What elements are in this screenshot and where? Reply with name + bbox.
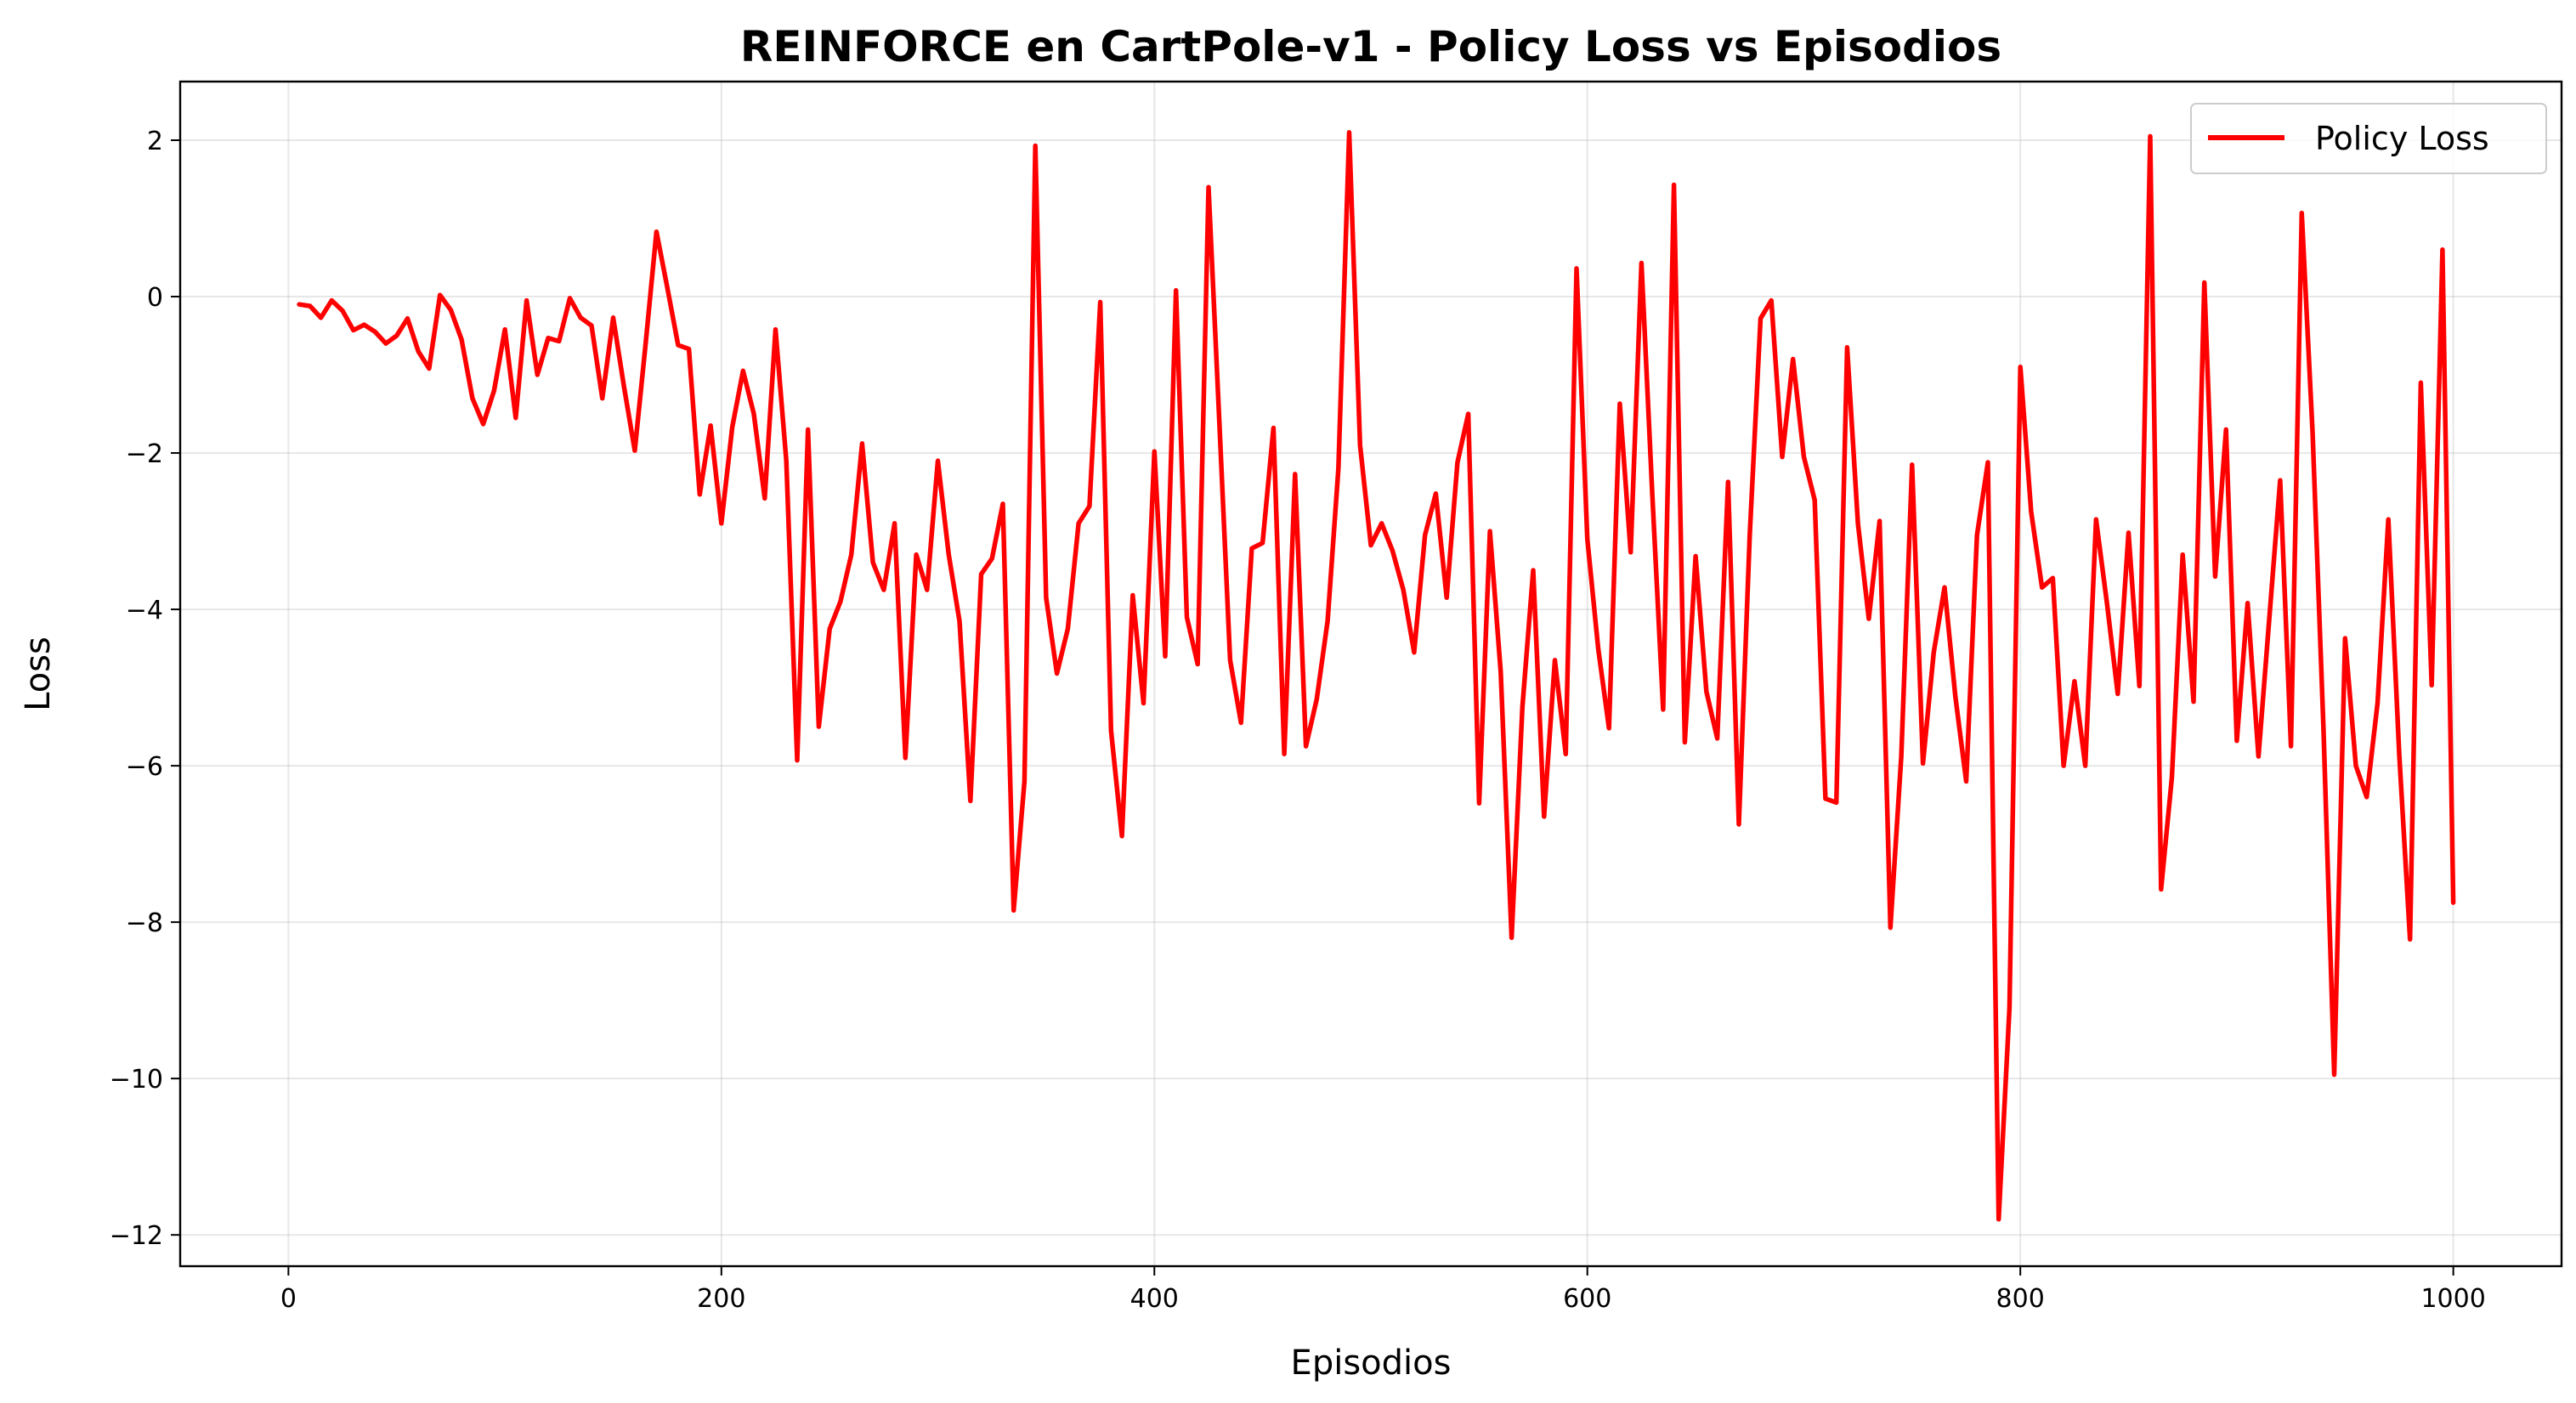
legend: Policy Loss (2190, 103, 2547, 174)
chart-title: REINFORCE en CartPole-v1 - Policy Loss v… (740, 22, 2001, 71)
y-tick-label: −6 (126, 752, 163, 782)
y-tick-label: 2 (147, 127, 163, 156)
series-layer (297, 130, 2456, 1222)
y-tick-label: 0 (147, 283, 163, 313)
x-axis-label: Episodios (1291, 1344, 1452, 1383)
y-axis-label: Loss (19, 636, 58, 711)
x-tick-label: 200 (697, 1284, 745, 1314)
x-tick-label: 1000 (2420, 1284, 2485, 1314)
x-tick-label: 600 (1563, 1284, 1611, 1314)
x-axis: 0 200 400 600 800 1000 (280, 1266, 2486, 1314)
x-tick-label: 800 (1996, 1284, 2045, 1314)
series-line-policy-loss (297, 130, 2456, 1222)
y-axis: 2 0 −2 −4 −6 −8 −10 −12 (110, 127, 180, 1251)
x-tick-label: 400 (1130, 1284, 1179, 1314)
grid-lines (180, 82, 2562, 1266)
y-tick-label: −8 (126, 908, 163, 938)
y-tick-label: −4 (126, 596, 163, 625)
legend-box (2190, 103, 2547, 174)
legend-label-policy-loss: Policy Loss (2315, 120, 2489, 157)
y-tick-label: −12 (110, 1221, 163, 1251)
y-tick-label: −2 (126, 439, 163, 469)
y-tick-label: −10 (110, 1065, 163, 1095)
x-tick-label: 0 (280, 1284, 297, 1314)
plot-area-frame (178, 80, 2563, 1268)
